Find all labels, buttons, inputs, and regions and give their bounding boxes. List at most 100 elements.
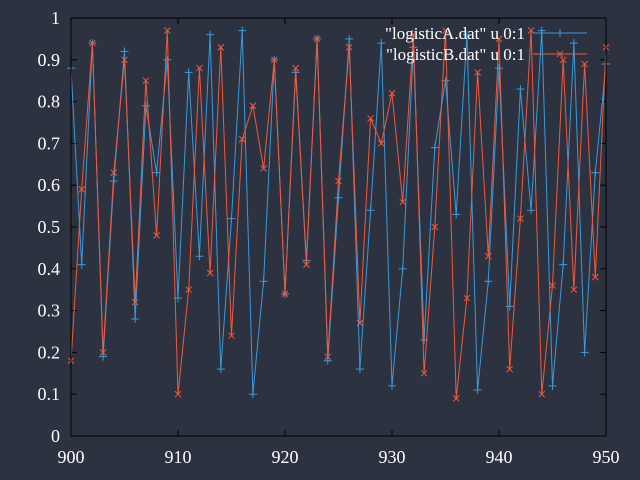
data-point [410, 31, 417, 39]
y-tick-label: 0.6 [38, 175, 61, 195]
data-point [591, 273, 599, 281]
data-point [442, 27, 449, 34]
data-point [474, 68, 481, 76]
data-point [99, 352, 108, 361]
data-point [581, 60, 588, 68]
data-point [99, 349, 107, 356]
data-point [141, 101, 150, 110]
y-tick-label: 0.8 [38, 92, 61, 112]
series-logisticB [67, 27, 610, 402]
y-tick-label: 1 [51, 8, 60, 28]
legend-marker [556, 50, 564, 58]
data-point [313, 35, 321, 43]
data-point [152, 168, 161, 177]
data-point [334, 193, 343, 202]
x-tick-label: 920 [272, 447, 299, 467]
data-point [345, 34, 354, 43]
y-tick-label: 0.5 [38, 217, 61, 237]
data-point [559, 56, 567, 64]
legend-item: "logisticA.dat" u 0:1 [385, 24, 587, 43]
data-point [377, 140, 385, 147]
x-tick-label: 930 [379, 447, 406, 467]
y-tick-label: 0 [51, 426, 60, 446]
data-point [78, 186, 86, 193]
data-point [324, 353, 332, 360]
data-point [388, 381, 396, 390]
data-point [452, 210, 461, 219]
data-point [591, 168, 600, 177]
legend-item: "logisticB.dat" u 0:1 [386, 45, 587, 64]
data-point [185, 286, 193, 294]
data-point [569, 39, 578, 48]
data-point [452, 395, 460, 402]
data-point [356, 319, 364, 327]
legend-label: "logisticB.dat" u 0:1 [386, 45, 525, 64]
x-tick-label: 910 [165, 447, 192, 467]
legend-label: "logisticA.dat" u 0:1 [385, 24, 525, 43]
data-point [463, 294, 471, 302]
y-tick-label: 0.9 [38, 50, 61, 70]
data-point [227, 214, 236, 223]
data-point [303, 261, 310, 268]
data-point [163, 55, 172, 64]
data-point [517, 215, 524, 222]
data-point [345, 43, 353, 51]
data-point [110, 169, 118, 177]
data-point [259, 277, 268, 286]
data-point [196, 64, 203, 72]
data-point [163, 27, 171, 34]
data-point [260, 165, 267, 172]
data-point [377, 39, 386, 48]
x-tick-label: 950 [593, 447, 620, 467]
x-tick-label: 900 [58, 447, 85, 467]
data-point [323, 356, 332, 365]
data-point [216, 365, 225, 374]
data-point [281, 290, 289, 298]
data-point [206, 269, 214, 277]
data-point [495, 35, 503, 43]
data-point [238, 26, 247, 35]
y-tick-label: 0.4 [38, 259, 61, 279]
data-point [495, 64, 503, 73]
data-point [580, 348, 589, 357]
data-point [366, 206, 375, 215]
data-point [238, 135, 246, 143]
data-point [570, 286, 578, 294]
data-point [335, 177, 342, 185]
data-point [420, 369, 428, 377]
x-tick-label: 940 [486, 447, 513, 467]
data-point [484, 252, 492, 260]
data-point [120, 47, 129, 56]
data-point [121, 56, 128, 64]
data-point [77, 260, 86, 269]
data-point [249, 102, 257, 110]
y-tick-label: 0.2 [38, 342, 61, 362]
data-point [388, 89, 396, 97]
data-point [548, 381, 557, 390]
y-tick-label: 0.3 [38, 301, 61, 321]
data-point [206, 30, 215, 39]
data-point [131, 314, 140, 323]
data-point [398, 264, 407, 273]
data-point [195, 252, 204, 261]
data-point [217, 43, 225, 51]
data-point [184, 68, 193, 77]
data-point [473, 386, 482, 395]
data-point [462, 30, 471, 39]
data-point [516, 85, 525, 94]
data-point [248, 390, 257, 399]
data-point [527, 206, 536, 215]
legend: "logisticA.dat" u 0:1 "logisticB.dat" u 0… [385, 24, 587, 64]
data-point [174, 390, 182, 398]
axis-ticks: 0 0.1 0.2 0.3 0.4 0.5 0.6 0.7 0.8 0.9 1 900 910 920 93… [38, 8, 620, 467]
data-point [131, 298, 139, 306]
data-point [506, 365, 514, 373]
data-point [355, 365, 364, 374]
y-tick-label: 0.1 [38, 384, 61, 404]
data-point [142, 77, 150, 85]
data-point [431, 223, 439, 231]
data-point [430, 143, 439, 152]
plot-series [67, 26, 610, 402]
